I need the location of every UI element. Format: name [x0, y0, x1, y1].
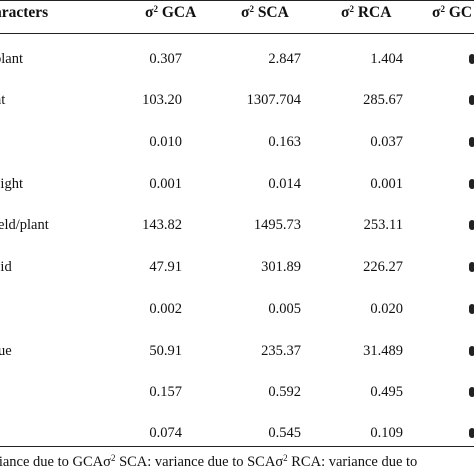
cell-gca: 0.307 [149, 51, 182, 67]
cell-gca: 50.91 [149, 343, 182, 359]
header-rca-text: RCA [357, 4, 392, 21]
cell-sca: 0.545 [268, 425, 301, 441]
header-gca-sigma: σ [145, 4, 154, 21]
cell-sca: 0.163 [268, 134, 301, 150]
table-top-rule [0, 0, 474, 1]
header-partial: σ2 GC [432, 4, 472, 22]
header-sca-text: SCA [257, 4, 289, 21]
header-rca-sigma: σ [341, 4, 350, 21]
cut-off-cell [469, 428, 474, 438]
header-partial-sup: 2 [440, 4, 445, 14]
row-label: lue [0, 343, 12, 359]
table-footnote: riance due to GCAσ2 SCA: variance due to… [0, 453, 417, 471]
cell-gca: 0.157 [149, 384, 182, 400]
header-rca-sup: 2 [349, 4, 354, 14]
cell-sca: 0.014 [268, 176, 301, 192]
header-characters-text: aracters [0, 4, 49, 21]
cut-off-cell [469, 304, 474, 314]
table-header-rule [0, 33, 474, 34]
cut-off-cell [469, 54, 474, 64]
cut-off-cell [469, 387, 474, 397]
row-label: eight [0, 176, 23, 192]
header-gca-sup: 2 [153, 4, 158, 14]
header-sca: σ2 SCA [241, 4, 289, 22]
cell-rca: 0.001 [370, 176, 403, 192]
cell-sca: 301.89 [261, 259, 301, 275]
cell-sca: 0.005 [268, 301, 301, 317]
cell-rca: 1.404 [370, 51, 403, 67]
header-partial-text: GC [448, 4, 473, 21]
cut-off-cell [469, 95, 474, 105]
cell-rca: 0.109 [370, 425, 403, 441]
table-bottom-rule [0, 446, 474, 447]
cell-gca: 47.91 [149, 259, 182, 275]
cell-sca: 1495.73 [253, 217, 301, 233]
header-sca-sigma: σ [241, 4, 250, 21]
cell-rca: 285.67 [363, 92, 403, 108]
footnote-part-1: riance due to GCAσ [0, 454, 111, 470]
header-gca: σ2 GCA [145, 4, 196, 22]
cut-off-cell [469, 346, 474, 356]
cell-sca: 235.37 [261, 343, 301, 359]
cell-gca: 0.074 [149, 425, 182, 441]
cell-gca: 0.002 [149, 301, 182, 317]
cut-off-cell [469, 262, 474, 272]
row-label: cid [0, 259, 12, 275]
cell-gca: 0.001 [149, 176, 182, 192]
cell-sca: 0.592 [268, 384, 301, 400]
cell-gca: 103.20 [142, 92, 182, 108]
header-partial-sigma: σ [432, 4, 441, 21]
cell-rca: 0.020 [370, 301, 403, 317]
header-gca-text: GCA [161, 4, 197, 21]
cell-sca: 2.847 [268, 51, 301, 67]
cell-sca: 1307.704 [246, 92, 301, 108]
footnote-part-3: RCA: variance due to [287, 454, 418, 470]
cell-rca: 31.489 [363, 343, 403, 359]
cut-off-cell [469, 137, 474, 147]
cell-gca: 0.010 [149, 134, 182, 150]
cell-rca: 253.11 [363, 217, 403, 233]
row-label: nt [0, 92, 6, 108]
footnote-sup-1: 2 [110, 453, 116, 463]
cell-rca: 0.495 [370, 384, 403, 400]
footnote-sup-2: 2 [283, 453, 288, 463]
cell-rca: 226.27 [363, 259, 403, 275]
row-label: plant [0, 51, 23, 67]
cell-gca: 143.82 [142, 217, 182, 233]
cut-off-cell [469, 179, 474, 189]
header-sca-sup: 2 [249, 4, 254, 14]
header-rca: σ2 RCA [341, 4, 391, 22]
cut-off-cell [469, 220, 474, 230]
row-label: ield/plant [0, 217, 49, 233]
footnote-part-2: SCA: variance due to SCAσ [115, 454, 284, 470]
header-characters: aracters [0, 4, 48, 22]
cell-rca: 0.037 [370, 134, 403, 150]
